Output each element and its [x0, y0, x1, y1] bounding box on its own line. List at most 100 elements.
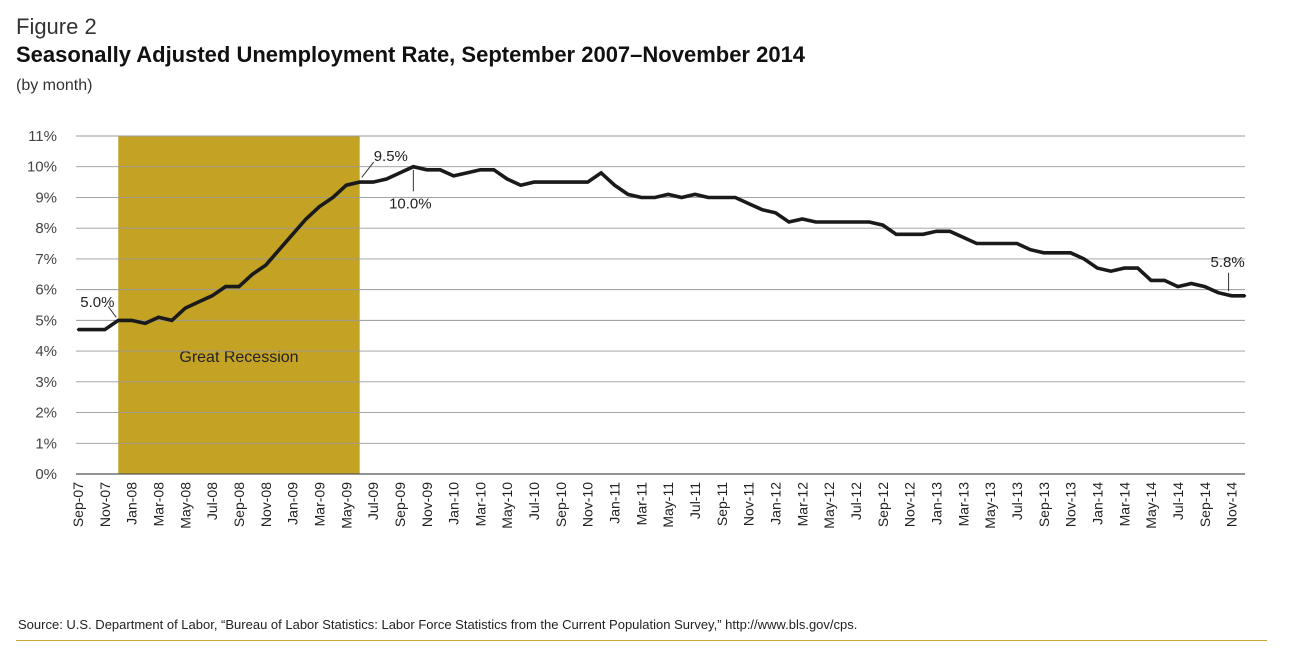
data-point: [868, 220, 871, 224]
data-point: [1163, 279, 1166, 282]
data-point: [184, 306, 187, 310]
data-point: [921, 233, 925, 236]
data-point: [854, 220, 858, 224]
data-annotation: 5.0%: [80, 294, 114, 311]
data-point: [398, 171, 402, 175]
data-point: [492, 168, 496, 171]
data-point: [1056, 251, 1059, 254]
data-point: [170, 319, 174, 322]
x-tick-label: Jan-12: [768, 482, 784, 525]
data-point: [827, 220, 831, 224]
data-point: [1123, 266, 1126, 270]
y-tick-label: 7%: [35, 251, 57, 268]
y-tick-label: 11%: [28, 128, 57, 145]
data-point: [345, 183, 348, 187]
x-tick-label: Mar-10: [472, 482, 488, 527]
data-point: [573, 180, 576, 184]
data-point: [465, 171, 469, 175]
chart-subtitle: (by month): [16, 77, 93, 94]
x-tick-label: May-14: [1143, 482, 1159, 529]
x-tick-label: Nov-14: [1224, 482, 1240, 527]
x-tick-label: Jul-09: [365, 482, 381, 520]
x-tick-label: Jul-08: [204, 482, 220, 520]
data-point: [90, 328, 93, 331]
data-point: [237, 285, 241, 288]
data-point: [1230, 294, 1233, 297]
data-point: [975, 242, 978, 245]
x-tick-label: May-13: [982, 482, 998, 529]
data-annotation: 9.5%: [374, 148, 408, 165]
x-tick-label: Jan-09: [285, 482, 301, 525]
recession-shading: [118, 136, 360, 474]
x-tick-label: Nov-11: [741, 482, 757, 526]
x-tick-label: Jul-11: [687, 482, 703, 519]
y-tick-label: 4%: [35, 343, 57, 360]
data-point: [291, 233, 294, 236]
x-tick-label: Jan-08: [124, 482, 140, 525]
data-point: [103, 328, 107, 331]
data-point: [908, 233, 911, 236]
x-tick-label: May-10: [499, 482, 515, 529]
data-point: [667, 193, 670, 196]
x-tick-label: Sep-12: [875, 482, 891, 527]
data-point: [546, 180, 549, 184]
x-tick-label: Nov-10: [580, 482, 596, 527]
data-point: [318, 205, 321, 208]
data-point: [613, 183, 616, 187]
x-tick-label: Sep-07: [70, 482, 86, 527]
data-point: [452, 174, 455, 178]
data-point: [117, 319, 120, 322]
x-tick-label: Nov-09: [419, 482, 435, 527]
data-point: [1149, 279, 1153, 282]
y-tick-label: 5%: [35, 312, 57, 329]
data-point: [143, 322, 147, 325]
x-tick-label: May-08: [177, 482, 193, 529]
data-point: [1109, 270, 1113, 273]
data-point: [1042, 251, 1045, 254]
data-point: [157, 316, 160, 319]
x-tick-label: Jul-12: [848, 482, 864, 520]
y-tick-label: 9%: [35, 189, 57, 206]
data-point: [988, 242, 992, 245]
x-tick-label: Sep-08: [231, 482, 247, 527]
y-tick-label: 2%: [35, 405, 57, 422]
y-tick-label: 8%: [35, 220, 57, 237]
annotation-leader: [361, 161, 375, 178]
data-point: [626, 193, 630, 196]
data-point: [264, 263, 267, 267]
data-point: [506, 177, 509, 181]
x-tick-label: Sep-09: [392, 482, 408, 527]
data-point: [653, 196, 656, 199]
data-point: [1002, 242, 1005, 245]
data-point: [1203, 285, 1206, 288]
data-point: [693, 193, 697, 196]
annotation-leader: [107, 306, 117, 318]
figure-label: Figure 2: [16, 14, 97, 39]
unemployment-series-line: [78, 164, 1245, 332]
data-point: [1029, 248, 1032, 251]
data-point: [747, 202, 750, 205]
data-point: [760, 208, 764, 211]
data-point: [1176, 285, 1180, 288]
data-point: [707, 196, 710, 199]
x-tick-label: Sep-10: [553, 482, 569, 527]
data-point: [251, 273, 254, 276]
data-point: [814, 220, 817, 224]
data-point: [774, 211, 777, 215]
data-point: [586, 180, 589, 184]
data-point: [438, 168, 442, 171]
data-point: [841, 220, 844, 224]
x-tick-label: Jan-13: [928, 482, 944, 525]
data-point: [787, 220, 791, 224]
x-tick-label: Nov-13: [1063, 482, 1079, 527]
recession-label: Great Recession: [179, 349, 298, 366]
x-tick-label: Nov-07: [97, 482, 113, 527]
data-annotation: 5.8%: [1210, 254, 1244, 271]
data-point: [720, 196, 724, 199]
data-point: [640, 196, 643, 199]
x-tick-label: May-09: [338, 482, 354, 529]
data-point: [1216, 291, 1220, 294]
data-point: [559, 180, 563, 184]
y-tick-label: 10%: [27, 159, 57, 176]
